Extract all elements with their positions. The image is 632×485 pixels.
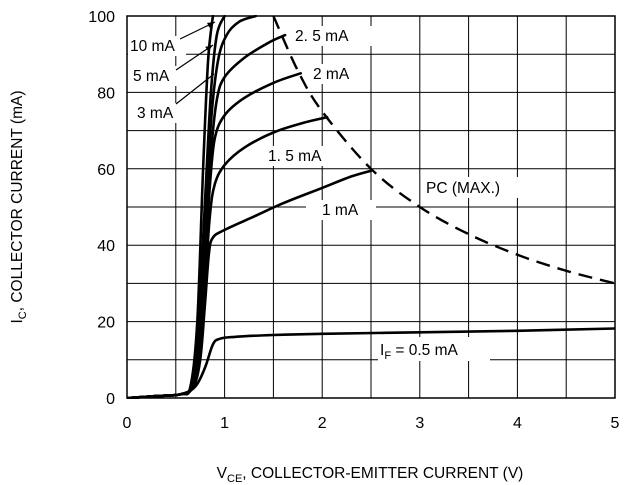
plot-frame	[126, 15, 616, 399]
label-2-5ma: 2. 5 mA	[295, 28, 349, 45]
y-tick-label: 0	[106, 391, 115, 408]
label-1-5ma-background	[265, 146, 343, 166]
label-pc-max-background	[423, 177, 533, 198]
label-0-5ma: IF = 0.5 mA	[380, 342, 458, 362]
x-tick-label: 5	[611, 415, 620, 432]
label-2ma-background	[310, 64, 362, 84]
x-tick-label: 2	[318, 415, 327, 432]
label-5ma: 5 mA	[133, 68, 170, 85]
curve-labels: 10 mA 5 mA 3 mA 2. 5 mA 2 mA 1. 5 mA 1 mA PC (M…	[128, 21, 533, 362]
characteristic-curves	[127, 15, 615, 399]
label-3ma: 3 mA	[137, 105, 174, 122]
label-10ma-background	[128, 36, 186, 56]
label-3ma-background	[135, 103, 185, 123]
label-2ma: 2 mA	[313, 66, 350, 83]
y-axis-label: IC, COLLECTOR CURRENT (mA)	[9, 90, 29, 323]
pc-max-line	[272, 15, 615, 285]
x-tick-label: 4	[513, 415, 522, 432]
y-tick-label: 100	[88, 9, 115, 26]
x-tick-label: 3	[415, 415, 424, 432]
leader-3ma	[175, 73, 215, 105]
x-tick-label: 1	[220, 415, 229, 432]
label-pc-max: PC (MAX.)	[426, 180, 500, 197]
x-tick-label: 0	[123, 415, 132, 432]
pc-max-curve	[272, 15, 615, 285]
label-10ma: 10 mA	[130, 38, 175, 55]
y-tick-label: 60	[97, 162, 115, 179]
leader-5ma-head	[205, 45, 213, 52]
label-2-5ma-background	[292, 26, 372, 46]
leader-10ma-head	[207, 22, 215, 28]
y-tick-label: 40	[97, 238, 115, 255]
label-5ma-background	[131, 66, 181, 86]
series-line	[127, 15, 215, 399]
label-1ma: 1 mA	[322, 202, 359, 219]
label-1ma-background	[306, 200, 376, 220]
tick-labels: 0 1 2 3 4 5 0 20 40 60 80 100	[88, 9, 619, 432]
x-axis-label: VCE, COLLECTOR-EMITTER CURRENT (V)	[217, 465, 524, 485]
label-0-5ma-background	[378, 337, 490, 361]
y-tick-label: 80	[97, 85, 115, 102]
y-tick-label: 20	[97, 315, 115, 332]
label-1-5ma: 1. 5 mA	[268, 148, 322, 165]
